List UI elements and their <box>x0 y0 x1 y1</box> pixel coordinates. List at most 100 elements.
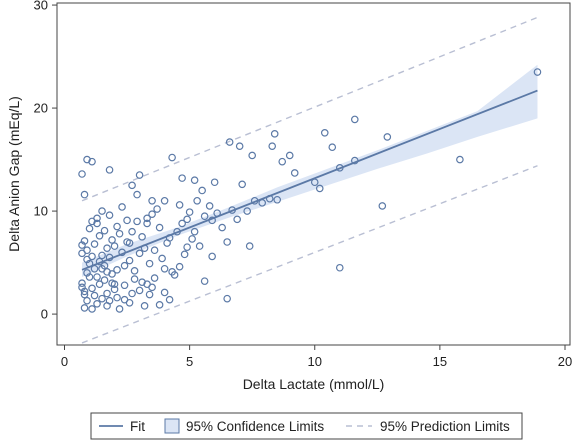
data-point <box>350 115 359 124</box>
data-point <box>88 305 96 313</box>
data-point <box>80 290 89 299</box>
plot-frame <box>56 2 571 346</box>
data-point <box>135 286 144 295</box>
data-point <box>238 180 246 189</box>
data-point <box>115 229 124 238</box>
data-point <box>113 222 121 231</box>
data-point <box>180 250 189 259</box>
data-point <box>80 190 89 199</box>
data-point <box>115 305 124 313</box>
data-point <box>135 171 144 179</box>
legend-prediction-label: 95% Prediction Limits <box>380 419 510 434</box>
data-point <box>143 219 151 228</box>
data-point <box>150 246 159 255</box>
data-point <box>150 274 159 282</box>
data-point <box>93 273 101 281</box>
x-tick-label: 0 <box>61 354 68 369</box>
data-point <box>175 262 184 271</box>
data-point <box>135 249 144 258</box>
data-point <box>88 252 96 261</box>
data-point <box>268 142 277 150</box>
data-point <box>200 212 209 221</box>
data-point <box>378 202 387 210</box>
data-point <box>175 201 184 209</box>
data-point <box>100 276 109 284</box>
confidence-band <box>82 64 538 278</box>
data-point <box>93 299 101 308</box>
data-point <box>108 270 116 278</box>
data-point <box>233 215 241 224</box>
data-point <box>335 263 344 272</box>
data-point <box>243 207 251 215</box>
data-point <box>143 214 151 223</box>
data-point <box>248 151 256 160</box>
data-point <box>78 283 86 292</box>
data-point <box>456 155 464 164</box>
data-point <box>125 239 134 247</box>
data-point <box>95 232 104 240</box>
data-point <box>98 294 106 303</box>
x-tick-label: 10 <box>308 354 322 369</box>
data-point <box>138 233 146 241</box>
data-point <box>103 268 111 276</box>
data-point <box>190 227 199 236</box>
data-point <box>130 275 139 283</box>
data-point <box>103 302 111 310</box>
data-point <box>125 256 134 265</box>
data-point <box>138 278 146 286</box>
data-point <box>128 289 136 298</box>
data-point <box>145 290 154 299</box>
data-point <box>90 240 99 248</box>
data-point <box>95 280 104 289</box>
data-point <box>160 264 169 273</box>
data-point <box>208 252 216 261</box>
data-point <box>118 203 126 211</box>
data-point <box>183 215 191 224</box>
data-point <box>105 166 114 174</box>
data-point <box>270 130 279 138</box>
data-point <box>205 202 214 210</box>
data-point <box>245 242 254 250</box>
data-point <box>218 223 226 232</box>
data-point <box>88 284 96 293</box>
y-axis-label: Delta Anion Gap (mEq/L) <box>6 96 22 252</box>
y-tick-label: 20 <box>34 101 48 116</box>
x-axis-label: Delta Lactate (mmol/L) <box>243 376 385 392</box>
data-point <box>98 207 106 215</box>
prediction-upper-line <box>81 16 538 202</box>
data-point <box>120 295 129 304</box>
data-point <box>383 133 392 141</box>
legend-fit-label: Fit <box>130 419 145 434</box>
data-point <box>190 176 199 184</box>
data-point <box>158 254 166 263</box>
data-point <box>78 279 86 287</box>
data-point <box>78 249 86 258</box>
data-point <box>290 169 299 177</box>
x-tick-label: 5 <box>186 354 193 369</box>
data-point <box>108 236 116 244</box>
data-point <box>223 294 231 303</box>
data-point <box>148 196 156 205</box>
data-point <box>78 170 86 178</box>
data-point <box>210 178 219 187</box>
data-point <box>160 196 169 205</box>
legend-confidence-label: 95% Confidence Limits <box>186 419 324 434</box>
confidence-band-layer <box>82 64 538 278</box>
data-point <box>188 235 196 243</box>
data-point <box>93 214 101 223</box>
data-point <box>200 277 209 285</box>
data-point <box>165 295 174 304</box>
data-point <box>113 293 121 302</box>
data-point <box>80 304 89 312</box>
legend-box <box>90 412 523 440</box>
data-point <box>183 243 191 251</box>
x-tick-label: 20 <box>558 354 572 369</box>
y-tick-label: 30 <box>34 0 48 13</box>
data-point <box>225 138 234 146</box>
data-point <box>83 155 91 164</box>
data-point <box>178 174 186 182</box>
data-point <box>315 184 324 193</box>
data-point <box>110 285 119 294</box>
data-point <box>78 241 86 249</box>
data-point <box>93 219 101 228</box>
